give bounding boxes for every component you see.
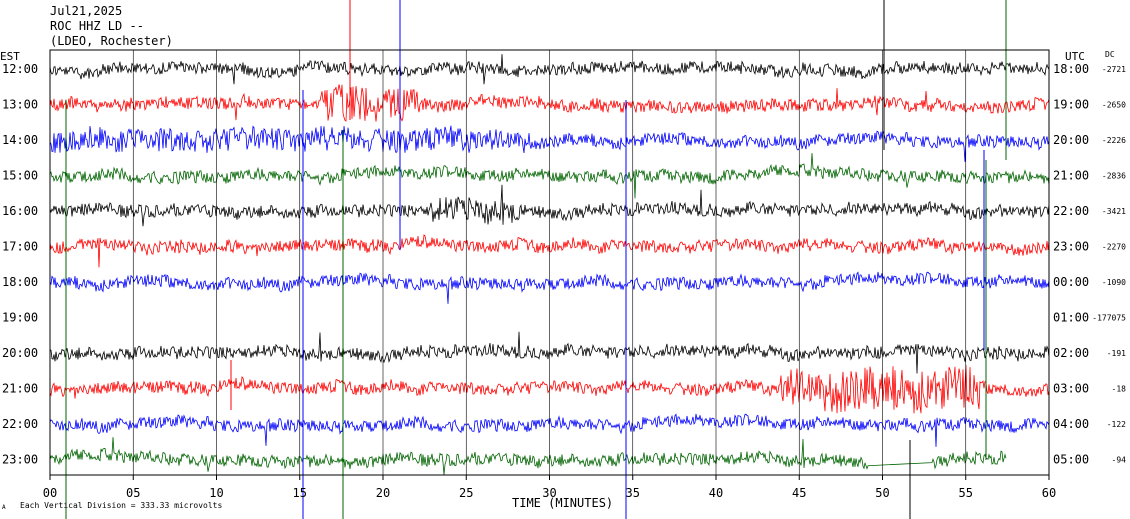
x-tick-label: 40 bbox=[709, 486, 723, 500]
footer-marker: A bbox=[2, 504, 6, 511]
est-row-label: 13:00 bbox=[2, 98, 38, 112]
utc-row-label: 05:00 bbox=[1053, 453, 1089, 467]
dc-offset-label: -2721 bbox=[1102, 65, 1126, 74]
header-network: (LDEO, Rochester) bbox=[50, 34, 173, 48]
dc-offset-label: -3421 bbox=[1102, 207, 1126, 216]
label-layer: Jul21,2025 ROC HHZ LD -- (LDEO, Rocheste… bbox=[0, 4, 1126, 511]
trace-line bbox=[49, 437, 1007, 476]
dc-offset-label: -191 bbox=[1107, 349, 1126, 358]
utc-row-label: 18:00 bbox=[1053, 62, 1089, 76]
x-tick-label: 05 bbox=[126, 486, 140, 500]
header-date: Jul21,2025 bbox=[50, 4, 122, 18]
header-station: ROC HHZ LD -- bbox=[50, 19, 144, 33]
utc-row-label: 22:00 bbox=[1053, 204, 1089, 218]
dc-offset-label: -2650 bbox=[1102, 101, 1126, 110]
est-row-label: 19:00 bbox=[2, 311, 38, 325]
x-tick-label: 30 bbox=[542, 486, 556, 500]
utc-row-label: 19:00 bbox=[1053, 98, 1089, 112]
est-row-label: 12:00 bbox=[2, 62, 38, 76]
dc-offset-label: -1090 bbox=[1102, 278, 1126, 287]
x-tick-label: 60 bbox=[1042, 486, 1056, 500]
est-row-label: 16:00 bbox=[2, 204, 38, 218]
utc-row-label: 03:00 bbox=[1053, 382, 1089, 396]
est-row-label: 23:00 bbox=[2, 453, 38, 467]
utc-row-label: 23:00 bbox=[1053, 240, 1089, 254]
utc-row-label: 02:00 bbox=[1053, 346, 1089, 360]
x-tick-label: 55 bbox=[959, 486, 973, 500]
est-row-label: 17:00 bbox=[2, 240, 38, 254]
x-tick-label: 00 bbox=[43, 486, 57, 500]
est-row-label: 14:00 bbox=[2, 133, 38, 147]
est-row-label: 22:00 bbox=[2, 417, 38, 431]
x-tick-label: 20 bbox=[376, 486, 390, 500]
est-row-label: 15:00 bbox=[2, 169, 38, 183]
footer-division-note: Each Vertical Division = 333.33 microvol… bbox=[20, 501, 222, 510]
dc-axis-title: DC bbox=[1105, 50, 1115, 59]
x-tick-label: 10 bbox=[209, 486, 223, 500]
est-row-label: 21:00 bbox=[2, 382, 38, 396]
est-row-label: 18:00 bbox=[2, 275, 38, 289]
x-tick-label: 15 bbox=[293, 486, 307, 500]
utc-row-label: 20:00 bbox=[1053, 133, 1089, 147]
x-tick-label: 45 bbox=[792, 486, 806, 500]
x-tick-label: 25 bbox=[459, 486, 473, 500]
utc-axis-title: UTC bbox=[1065, 50, 1085, 63]
x-tick-label: 35 bbox=[626, 486, 640, 500]
dc-offset-label: -2226 bbox=[1102, 136, 1126, 145]
utc-row-label: 21:00 bbox=[1053, 169, 1089, 183]
utc-row-label: 04:00 bbox=[1053, 417, 1089, 431]
x-axis-label: TIME (MINUTES) bbox=[512, 496, 613, 510]
dc-offset-label: -177075 bbox=[1092, 314, 1126, 323]
utc-row-label: 00:00 bbox=[1053, 275, 1089, 289]
dc-offset-label: -2836 bbox=[1102, 172, 1126, 181]
dc-offset-label: -122 bbox=[1107, 420, 1126, 429]
dc-offset-label: -94 bbox=[1112, 456, 1127, 465]
est-row-label: 20:00 bbox=[2, 346, 38, 360]
dc-offset-label: -2270 bbox=[1102, 243, 1126, 252]
grid-layer bbox=[49, 49, 1050, 480]
utc-row-label: 01:00 bbox=[1053, 311, 1089, 325]
est-axis-title: EST bbox=[0, 50, 20, 63]
dc-offset-label: -18 bbox=[1112, 385, 1127, 394]
x-tick-label: 50 bbox=[875, 486, 889, 500]
